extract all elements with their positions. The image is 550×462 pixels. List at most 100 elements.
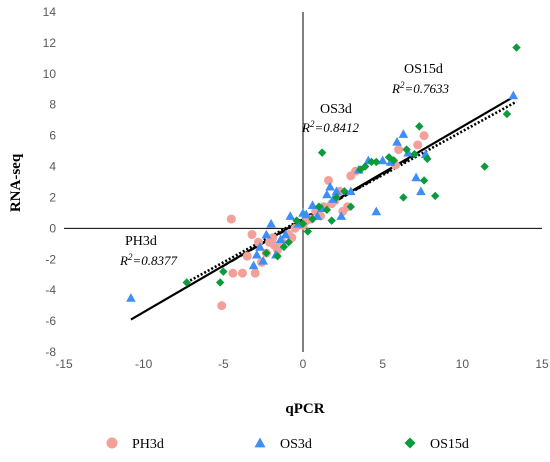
- point-os15d: [292, 216, 301, 225]
- point-os15d: [284, 238, 293, 247]
- y-tick-label: -6: [45, 314, 56, 328]
- point-os15d: [512, 43, 521, 52]
- y-tick-label: -8: [45, 345, 56, 359]
- annotation-ph3d-label: PH3d: [125, 234, 157, 249]
- legend-label-os3d: OS3d: [280, 437, 312, 452]
- legend-label-os15d: OS15d: [430, 437, 469, 452]
- point-os15d: [303, 227, 312, 236]
- data-points: [126, 43, 521, 311]
- legend-item-ph3d: PH3d: [106, 437, 164, 452]
- y-tick-label: 6: [49, 129, 56, 143]
- point-ph3d: [247, 230, 257, 240]
- point-os15d: [322, 205, 332, 215]
- legend-item-os15d: OS15d: [404, 437, 469, 452]
- point-os3d: [398, 129, 409, 138]
- point-ph3d: [226, 214, 236, 224]
- x-tick-label: 0: [300, 357, 307, 371]
- legend-marker-os15d: [404, 437, 416, 449]
- x-axis-title: qPCR: [285, 401, 324, 417]
- x-tick-labels: -15 -10 -5 0 5 10 15: [55, 357, 549, 371]
- point-os3d: [346, 186, 356, 196]
- y-tick-label: 4: [49, 160, 56, 174]
- point-os15d: [340, 187, 349, 196]
- point-os15d: [308, 214, 317, 224]
- x-tick-label: 5: [379, 357, 386, 371]
- point-os3d: [261, 229, 272, 239]
- annotation-os15d-r2: R2=0.7633: [391, 80, 449, 96]
- y-tick-label: 10: [43, 67, 57, 81]
- point-os15d: [367, 157, 376, 167]
- point-os3d: [508, 90, 519, 100]
- y-tick-label: 8: [49, 98, 56, 112]
- point-os3d: [275, 234, 286, 244]
- point-os3d: [280, 229, 291, 239]
- point-os3d: [301, 209, 311, 219]
- y-tick-label: 14: [43, 5, 57, 19]
- point-os3d: [325, 181, 335, 191]
- point-os3d: [266, 218, 276, 228]
- x-tick-label: -10: [135, 357, 153, 371]
- point-os15d: [372, 157, 381, 167]
- axes: -15 -10 -5 0 5 10 15 -8 -6 -4 -2 0 2 4 6 8 10 12 14: [43, 5, 549, 371]
- y-tick-labels: -8 -6 -4 -2 0 2 4 6 8 10 12 14: [43, 5, 57, 359]
- point-os3d: [371, 206, 382, 216]
- y-tick-label: -2: [45, 252, 56, 266]
- x-tick-label: 15: [535, 357, 549, 371]
- point-ph3d: [413, 140, 423, 150]
- point-os15d: [332, 193, 341, 202]
- point-os15d: [399, 193, 408, 202]
- x-tick-label: -5: [218, 357, 229, 371]
- point-os3d: [251, 249, 262, 259]
- point-os15d: [423, 154, 432, 164]
- point-os3d: [255, 242, 265, 251]
- point-os3d: [248, 260, 259, 270]
- y-tick-label: 2: [49, 190, 56, 204]
- point-os15d: [502, 109, 512, 119]
- point-os3d: [285, 211, 296, 220]
- point-ph3d: [250, 268, 260, 278]
- point-ph3d: [228, 268, 238, 278]
- legend-marker-ph3d: [106, 437, 118, 449]
- point-os15d: [360, 162, 370, 171]
- point-os15d: [419, 176, 429, 185]
- point-os15d: [317, 148, 327, 157]
- annotation-ph3d-r2: R2=0.8377: [119, 252, 177, 268]
- point-os15d: [346, 202, 355, 211]
- point-os15d: [389, 156, 399, 165]
- point-ph3d: [237, 268, 247, 278]
- point-os15d: [298, 219, 308, 228]
- point-os15d: [431, 191, 440, 201]
- legend-marker-os3d: [254, 437, 266, 448]
- legend-label-ph3d: PH3d: [132, 437, 164, 452]
- point-os15d: [402, 145, 411, 154]
- point-os3d: [322, 189, 332, 199]
- legend: PH3d OS3d OS15d: [106, 437, 469, 452]
- annotation-os3d: OS3d R2=0.8412: [301, 102, 359, 135]
- point-os15d: [327, 216, 336, 225]
- point-os3d: [336, 211, 347, 220]
- annotation-os15d-label: OS15d: [404, 62, 443, 77]
- point-ph3d: [268, 233, 278, 243]
- point-os15d: [480, 162, 489, 171]
- point-os15d: [219, 267, 228, 276]
- point-os3d: [258, 256, 268, 265]
- point-os3d: [411, 172, 421, 182]
- y-tick-label: -4: [45, 283, 56, 297]
- point-os15d: [273, 251, 282, 261]
- annotation-os3d-r2: R2=0.8412: [301, 119, 359, 135]
- annotation-ph3d: PH3d R2=0.8377: [119, 234, 177, 268]
- point-ph3d: [419, 131, 429, 141]
- point-ph3d: [242, 251, 252, 261]
- point-os3d: [126, 293, 136, 302]
- point-os3d: [392, 137, 402, 146]
- point-os15d: [314, 202, 324, 211]
- annotation-os15d: OS15d R2=0.7633: [391, 62, 449, 96]
- point-ph3d: [217, 301, 227, 311]
- legend-item-os3d: OS3d: [254, 437, 312, 452]
- point-os15d: [279, 242, 289, 252]
- x-tick-label: 10: [456, 357, 470, 371]
- point-os15d: [262, 248, 271, 258]
- point-os15d: [415, 122, 424, 131]
- point-os3d: [331, 186, 342, 196]
